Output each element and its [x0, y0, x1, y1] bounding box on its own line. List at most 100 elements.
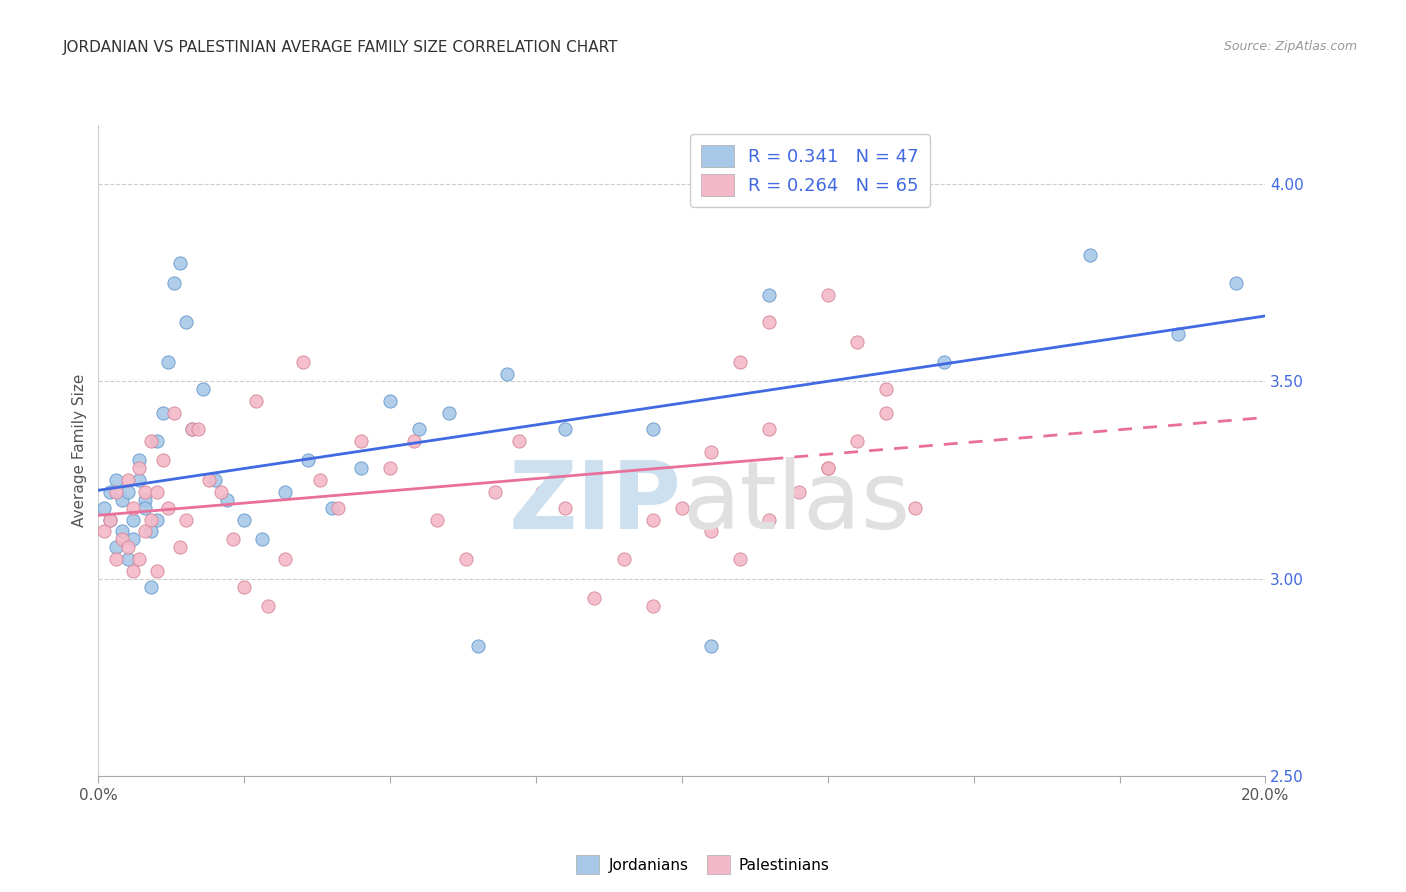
Point [233, 512, 256, 526]
Point [554, 500, 576, 515]
Point [875, 382, 897, 396]
Point [1080, 248, 1102, 262]
Point [1225, 276, 1247, 290]
Point [163, 276, 186, 290]
Point [495, 367, 517, 381]
Point [426, 512, 449, 526]
Point [209, 484, 232, 499]
Point [134, 524, 156, 539]
Point [122, 564, 145, 578]
Point [139, 434, 162, 448]
Point [530, 484, 553, 499]
Point [152, 453, 174, 467]
Point [169, 540, 191, 554]
Point [111, 492, 134, 507]
Text: atlas: atlas [682, 457, 910, 549]
Point [174, 512, 197, 526]
Point [787, 484, 810, 499]
Point [817, 461, 839, 475]
Point [146, 564, 169, 578]
Point [98, 484, 121, 499]
Point [326, 500, 349, 515]
Point [117, 484, 139, 499]
Point [904, 500, 927, 515]
Point [104, 484, 127, 499]
Point [700, 445, 723, 459]
Point [128, 461, 150, 475]
Point [671, 500, 693, 515]
Point [321, 500, 343, 515]
Point [98, 512, 121, 526]
Point [146, 434, 169, 448]
Point [245, 394, 267, 409]
Point [554, 422, 576, 436]
Point [104, 473, 127, 487]
Point [139, 524, 162, 539]
Point [700, 524, 723, 539]
Point [111, 524, 134, 539]
Point [454, 552, 477, 566]
Point [728, 552, 751, 566]
Point [117, 552, 139, 566]
Point [146, 484, 169, 499]
Text: Source: ZipAtlas.com: Source: ZipAtlas.com [1223, 40, 1357, 54]
Point [139, 512, 162, 526]
Point [128, 473, 150, 487]
Point [817, 461, 839, 475]
Point [437, 406, 460, 420]
Point [169, 256, 191, 270]
Legend: R = 0.341   N = 47, R = 0.264   N = 65: R = 0.341 N = 47, R = 0.264 N = 65 [690, 134, 929, 207]
Point [104, 552, 127, 566]
Point [250, 533, 273, 547]
Point [758, 315, 780, 329]
Point [104, 540, 127, 554]
Text: ZIP: ZIP [509, 457, 682, 549]
Legend: Jordanians, Palestinians: Jordanians, Palestinians [571, 849, 835, 880]
Point [111, 533, 134, 547]
Point [845, 434, 868, 448]
Point [139, 580, 162, 594]
Point [215, 492, 238, 507]
Point [583, 591, 606, 606]
Point [700, 639, 723, 653]
Point [1167, 326, 1189, 341]
Point [845, 334, 868, 349]
Point [274, 552, 297, 566]
Point [152, 406, 174, 420]
Point [256, 599, 278, 614]
Point [198, 473, 221, 487]
Point [128, 453, 150, 467]
Point [817, 287, 839, 301]
Point [274, 484, 297, 499]
Point [233, 580, 256, 594]
Point [98, 512, 121, 526]
Point [122, 512, 145, 526]
Point [157, 500, 180, 515]
Point [117, 540, 139, 554]
Point [134, 492, 156, 507]
Y-axis label: Average Family Size: Average Family Size [72, 374, 87, 527]
Point [187, 422, 209, 436]
Point [641, 512, 664, 526]
Point [350, 434, 373, 448]
Point [180, 422, 202, 436]
Point [128, 552, 150, 566]
Point [641, 599, 664, 614]
Point [117, 473, 139, 487]
Point [378, 394, 402, 409]
Point [612, 552, 634, 566]
Point [309, 473, 332, 487]
Point [163, 406, 186, 420]
Point [291, 354, 314, 368]
Point [193, 382, 215, 396]
Point [350, 461, 373, 475]
Point [934, 354, 956, 368]
Point [583, 473, 606, 487]
Point [134, 484, 156, 499]
Point [157, 354, 180, 368]
Point [402, 434, 425, 448]
Point [122, 533, 145, 547]
Point [484, 484, 506, 499]
Point [758, 287, 780, 301]
Point [204, 473, 226, 487]
